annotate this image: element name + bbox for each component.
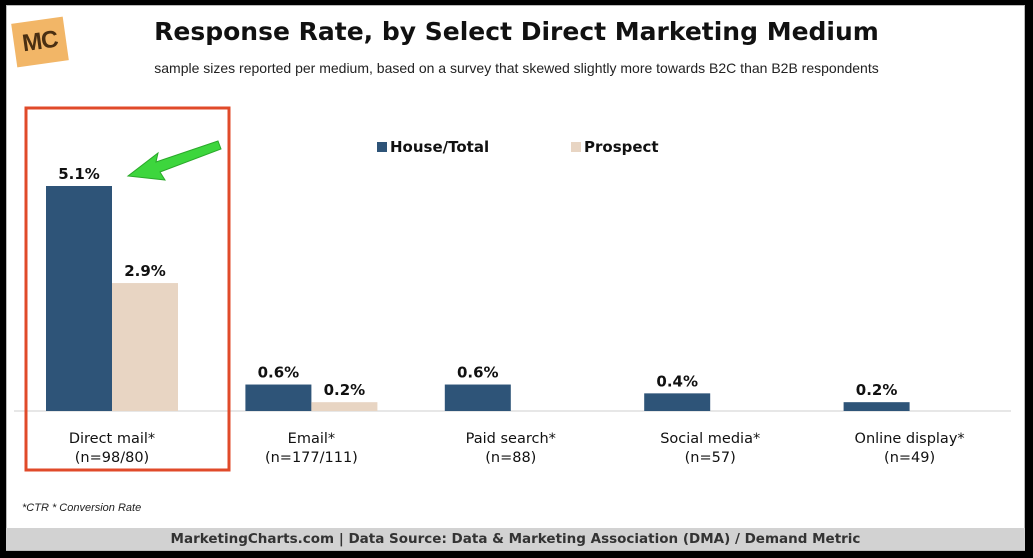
chart-subtitle: sample sizes reported per medium, based … [154,60,879,76]
category-label-1: Email* [288,431,335,447]
category-label-4: Online display* [855,431,965,447]
data-label-0-3: 0.4% [656,372,698,390]
legend-label-1: Prospect [584,138,659,156]
chart-frame [6,5,1025,551]
category-label-3: Social media* [660,431,760,447]
bar-0-0 [46,186,112,411]
bar-0-3 [644,393,711,411]
category-label-2: Paid search* [466,431,556,447]
footnote: *CTR * Conversion Rate [22,502,142,514]
bar-1-1 [311,402,378,411]
category-label-0: Direct mail* [69,431,155,447]
sample-size-label-3: (n=57) [685,450,736,466]
data-label-1-1: 0.2% [324,381,366,399]
legend-swatch-1 [571,142,581,152]
data-label-0-1: 0.6% [258,364,300,382]
highlight-box [24,106,231,472]
legend-swatch-0 [377,142,387,152]
data-label-1-0: 2.9% [124,262,166,280]
sample-size-label-1: (n=177/111) [265,450,358,466]
highlight-arrow-icon [126,140,222,181]
bar-0-1 [245,384,312,411]
bar-0-4 [843,402,910,411]
source-bar: MarketingCharts.com | Data Source: Data … [6,528,1025,550]
sample-size-label-0: (n=98/80) [75,450,149,466]
data-label-0-2: 0.6% [457,364,499,382]
chart-title: Response Rate, by Select Direct Marketin… [154,17,879,46]
legend-label-0: House/Total [390,138,489,156]
sample-size-label-4: (n=49) [884,450,935,466]
bar-0-2 [444,384,511,411]
data-label-0-4: 0.2% [856,381,898,399]
data-label-0-0: 5.1% [58,165,100,183]
bar-1-0 [112,283,178,411]
sample-size-label-2: (n=88) [485,450,536,466]
